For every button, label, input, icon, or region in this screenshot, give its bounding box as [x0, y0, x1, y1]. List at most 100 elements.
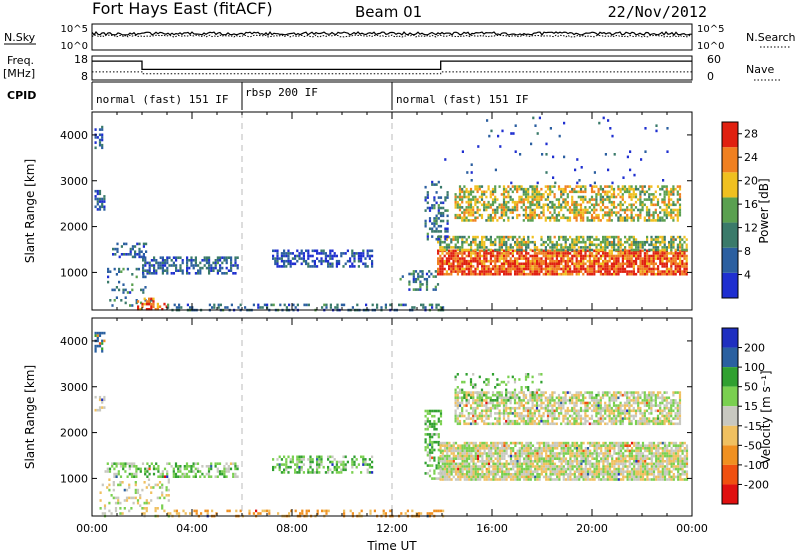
heatmap-cell — [622, 452, 625, 455]
heatmap-cell — [431, 206, 434, 210]
heatmap-cell — [672, 219, 675, 222]
heatmap-cell — [194, 467, 197, 471]
heatmap-cell — [646, 267, 649, 271]
heatmap-cell — [474, 462, 477, 466]
heatmap-cell — [652, 262, 655, 266]
heatmap-cell — [496, 211, 499, 214]
heatmap-cell — [199, 272, 202, 275]
heatmap-cell — [467, 195, 470, 199]
heatmap-cell — [101, 401, 104, 404]
heatmap-cell — [549, 449, 552, 453]
heatmap-cell — [498, 267, 501, 271]
heatmap-cell — [448, 478, 451, 481]
heatmap-cell — [575, 211, 578, 214]
heatmap-cell — [491, 219, 495, 222]
heatmap-cell — [205, 261, 208, 265]
heatmap-cell — [599, 246, 602, 249]
heatmap-cell — [172, 472, 175, 476]
heatmap-cell — [547, 243, 550, 247]
heatmap-cell — [536, 452, 539, 455]
heatmap-cell — [535, 190, 539, 194]
heatmap-cell — [214, 475, 217, 478]
heatmap-cell — [512, 132, 515, 135]
heatmap-cell — [613, 447, 616, 450]
heatmap-cell — [606, 219, 609, 222]
heatmap-cell — [645, 208, 649, 212]
heatmap-cell — [483, 265, 486, 268]
heatmap-cell — [595, 460, 598, 463]
heatmap-cell — [182, 509, 185, 513]
heatmap-cell — [538, 449, 541, 453]
heatmap-cell — [518, 235, 521, 239]
heatmap-cell — [560, 441, 563, 445]
heatmap-cell — [305, 259, 308, 263]
heatmap-cell — [610, 203, 613, 207]
heatmap-cell — [679, 249, 682, 253]
heatmap-cell — [274, 465, 277, 469]
heatmap-cell — [103, 507, 107, 510]
heatmap-cell — [670, 272, 673, 276]
heatmap-cell — [223, 259, 226, 262]
heatmap-cell — [593, 272, 596, 276]
heatmap-cell — [621, 187, 624, 191]
heatmap-cell — [448, 441, 451, 445]
heatmap-cell — [582, 473, 585, 476]
heatmap-cell — [560, 193, 563, 196]
heatmap-cell — [448, 470, 451, 473]
heatmap-cell — [283, 262, 286, 266]
heatmap-cell — [586, 267, 589, 271]
heatmap-cell — [509, 252, 512, 255]
heatmap-cell — [617, 467, 620, 471]
heatmap-cell — [478, 252, 481, 255]
heatmap-cell — [489, 270, 492, 273]
nave-label: Nave — [746, 63, 774, 76]
heatmap-cell — [652, 257, 655, 260]
heatmap-cell — [96, 189, 99, 193]
heatmap-cell — [439, 262, 442, 266]
heatmap-cell — [457, 454, 460, 458]
heatmap-cell — [567, 460, 570, 463]
heatmap-cell — [327, 265, 330, 268]
heatmap-cell — [340, 463, 343, 466]
heatmap-cell — [444, 230, 447, 233]
heatmap-cell — [637, 213, 640, 217]
heatmap-cell — [595, 444, 598, 447]
heatmap-cell — [307, 252, 310, 255]
heatmap-cell — [116, 247, 119, 251]
heatmap-cell — [208, 259, 211, 262]
heatmap-cell — [439, 422, 443, 426]
heatmap-cell — [225, 470, 228, 473]
heatmap-cell — [98, 406, 102, 409]
heatmap-cell — [485, 441, 488, 445]
heatmap-cell — [567, 462, 570, 466]
heatmap-cell — [459, 257, 462, 260]
heatmap-cell — [112, 247, 115, 251]
heatmap-cell — [401, 275, 404, 278]
heatmap-cell — [573, 470, 576, 473]
heatmap-cell — [164, 259, 167, 262]
heatmap-cell — [463, 457, 466, 460]
heatmap-cell — [320, 455, 323, 459]
heatmap-cell — [511, 246, 514, 249]
heatmap-cell — [124, 462, 127, 465]
heatmap-cell — [316, 471, 319, 474]
heatmap-cell — [136, 491, 140, 494]
heatmap-cell — [617, 238, 620, 241]
heatmap-cell — [439, 473, 442, 476]
heatmap-cell — [476, 457, 480, 460]
heatmap-cell — [145, 300, 148, 303]
heatmap-cell — [129, 247, 132, 251]
heatmap-cell — [608, 198, 611, 201]
heatmap-cell — [661, 259, 664, 263]
heatmap-cell — [608, 235, 611, 239]
heatmap-cell — [591, 252, 594, 255]
heatmap-cell — [467, 213, 470, 217]
heatmap-cell — [316, 463, 319, 466]
heatmap-cell — [446, 209, 449, 212]
heatmap-cell — [663, 272, 666, 276]
heatmap-cell — [454, 206, 457, 209]
heatmap-cell — [624, 444, 627, 447]
heatmap-cell — [300, 257, 303, 260]
heatmap-cell — [606, 254, 609, 258]
heatmap-cell — [426, 206, 429, 210]
